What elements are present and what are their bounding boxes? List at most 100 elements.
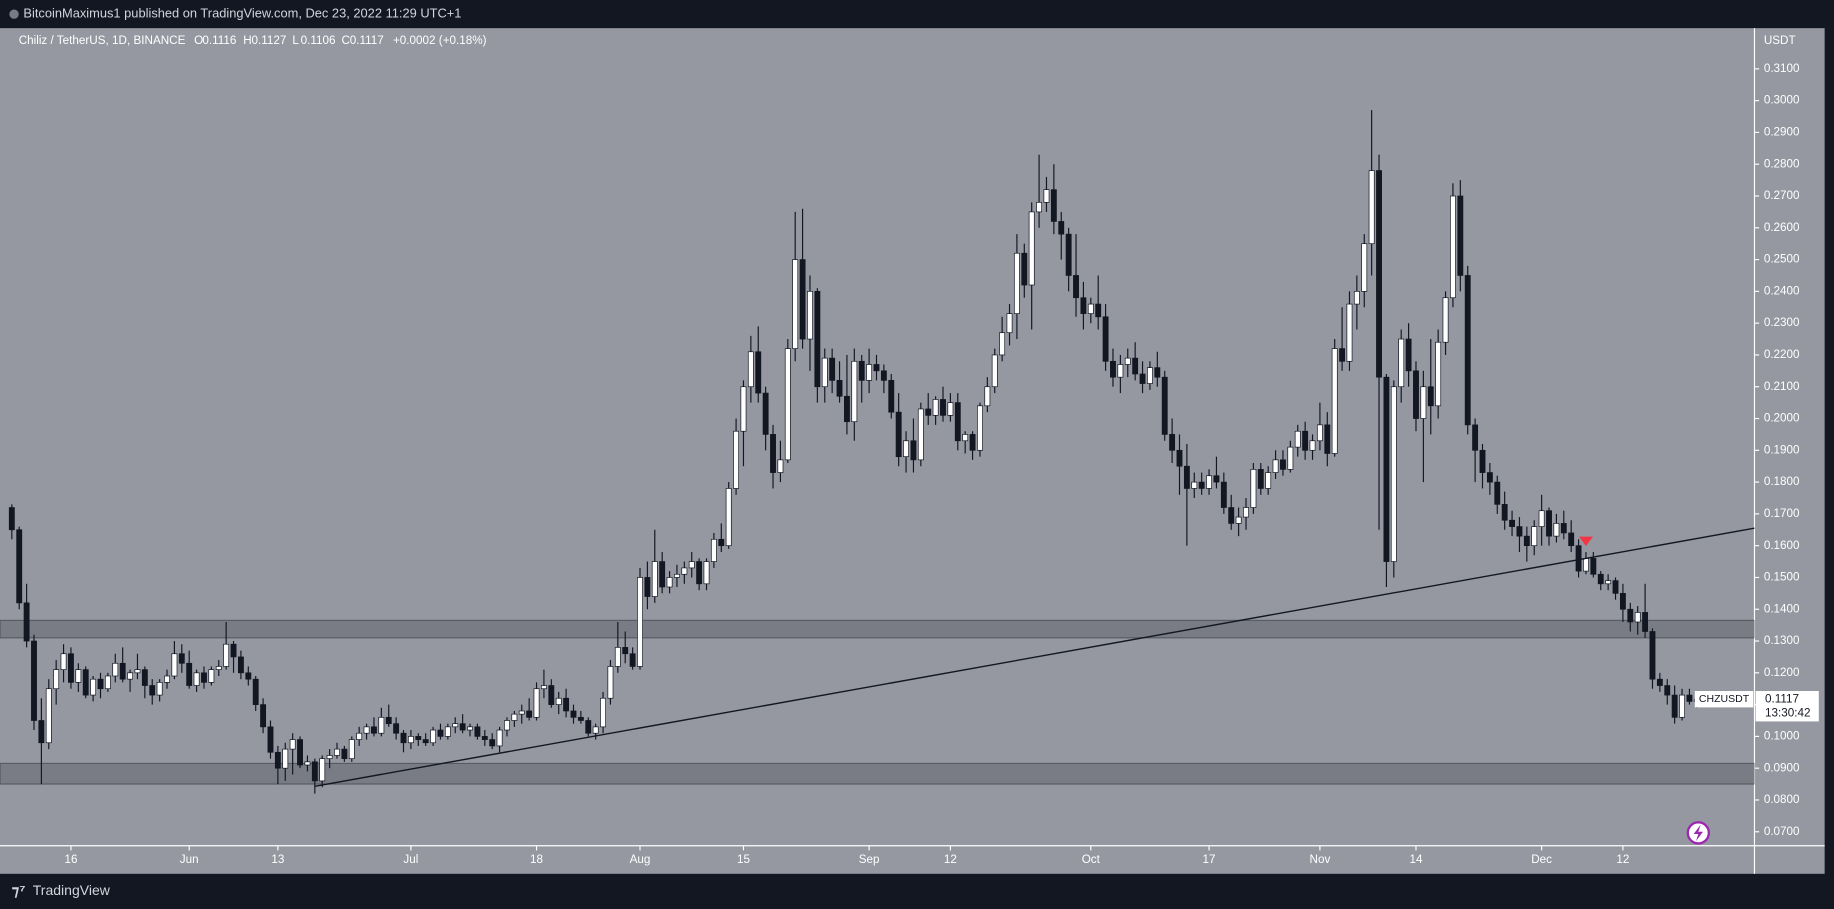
candle-body — [334, 748, 340, 756]
candle-body — [999, 332, 1006, 356]
candle-body — [622, 647, 629, 655]
y-tick-label: 0.1800 — [1764, 475, 1800, 488]
candle-body — [1139, 373, 1146, 384]
candle-body — [1575, 545, 1582, 572]
candle-body — [1413, 370, 1419, 419]
candle-body — [223, 643, 230, 667]
candle-body — [829, 357, 836, 381]
candle-body — [504, 720, 510, 731]
candle-body — [363, 726, 370, 734]
candle-body — [171, 653, 178, 677]
candle-body — [1191, 481, 1198, 489]
candle-body — [1183, 465, 1190, 489]
y-tick-label: 0.2800 — [1764, 157, 1800, 170]
candle-body — [422, 739, 429, 744]
candle-body — [969, 434, 976, 451]
price-tag-box — [1755, 691, 1819, 722]
candle-body — [237, 656, 244, 674]
candle-body — [1073, 275, 1079, 299]
y-tick-label: 0.2100 — [1764, 380, 1800, 393]
x-tick-label: Nov — [1310, 853, 1331, 866]
candle-body — [1250, 469, 1257, 508]
candle-body — [770, 434, 776, 473]
candle-body — [1013, 252, 1020, 314]
candle-body — [1597, 573, 1604, 585]
candle-body — [289, 739, 296, 750]
brand-name: TradingView — [33, 882, 111, 898]
candle-body — [1442, 297, 1449, 343]
candle-body — [1671, 694, 1678, 718]
candle-body — [282, 748, 289, 769]
candle-body — [1553, 523, 1560, 537]
candle-body — [629, 653, 636, 667]
candle-body — [474, 726, 481, 737]
candle-body — [141, 669, 148, 686]
candle-body — [903, 440, 909, 458]
candle-body — [156, 682, 163, 696]
legend-symbol: Chiliz / TetherUS, 1D, BINANCE — [19, 34, 186, 47]
candle-body — [1102, 316, 1109, 362]
candle-body — [1376, 170, 1382, 378]
candle-body — [297, 739, 303, 766]
y-tick-label: 0.2700 — [1764, 189, 1800, 202]
legend-ohlc-label: C — [342, 34, 350, 47]
candle-body — [1656, 678, 1663, 686]
y-tick-label: 0.1500 — [1764, 571, 1800, 584]
candle-body — [90, 678, 97, 696]
y-axis-unit: USDT — [1764, 34, 1796, 47]
candle-body — [644, 577, 651, 597]
candle-body — [873, 364, 880, 372]
candle-body — [1405, 338, 1412, 372]
candle-body — [31, 640, 37, 721]
candle-body — [548, 685, 555, 705]
candle-body — [1560, 523, 1567, 534]
candle-body — [947, 402, 954, 416]
candle-body — [533, 688, 540, 718]
signal-marker — [1578, 536, 1593, 546]
legend-ohlc-value: 0.1116 — [202, 34, 236, 47]
candle-body — [267, 726, 274, 753]
candle-body — [1649, 631, 1656, 680]
candle-body — [600, 697, 606, 728]
legend-change: +0.0002 (+0.18%) — [393, 34, 487, 47]
x-tick-label: Jun — [180, 853, 199, 866]
x-tick-label: 14 — [1409, 853, 1423, 866]
candle-body — [718, 538, 725, 547]
candle-body — [962, 434, 969, 442]
candle-body — [696, 561, 703, 585]
candle-body — [977, 405, 983, 451]
candle-body — [252, 678, 259, 705]
candle-body — [925, 408, 932, 416]
y-tick-label: 0.1400 — [1764, 602, 1800, 615]
x-tick-label: 12 — [944, 853, 957, 866]
y-tick-label: 0.1700 — [1764, 507, 1800, 520]
candle-body — [1664, 685, 1671, 696]
x-tick-label: Aug — [630, 853, 651, 866]
candle-body — [186, 662, 193, 686]
candle-body — [1294, 430, 1301, 448]
candle-body — [688, 561, 695, 569]
price-tag-value: 0.1117 — [1765, 692, 1799, 705]
candle-body — [53, 669, 60, 690]
candle-body — [149, 685, 156, 696]
price-tag-symbol: CHZUSDT — [1699, 693, 1750, 705]
candle-body — [1472, 424, 1479, 451]
y-tick-label: 0.2900 — [1764, 126, 1800, 139]
candle-body — [45, 688, 52, 744]
candle-body — [348, 739, 355, 759]
candle-body — [585, 720, 592, 734]
y-tick-label: 0.1200 — [1764, 666, 1800, 679]
y-tick-label: 0.1600 — [1764, 539, 1800, 552]
candle-body — [1383, 376, 1390, 562]
candle-body — [1036, 202, 1043, 213]
candle-body — [1243, 507, 1249, 518]
legend-ohlc-value: 0.1106 — [301, 34, 336, 47]
x-tick-label: 13 — [271, 853, 284, 866]
candle-body — [540, 685, 547, 690]
y-tick-label: 0.3000 — [1764, 94, 1800, 107]
candle-body — [1590, 558, 1597, 575]
candle-body — [481, 736, 488, 740]
candle-body — [836, 380, 843, 397]
candle-body — [1176, 449, 1183, 467]
